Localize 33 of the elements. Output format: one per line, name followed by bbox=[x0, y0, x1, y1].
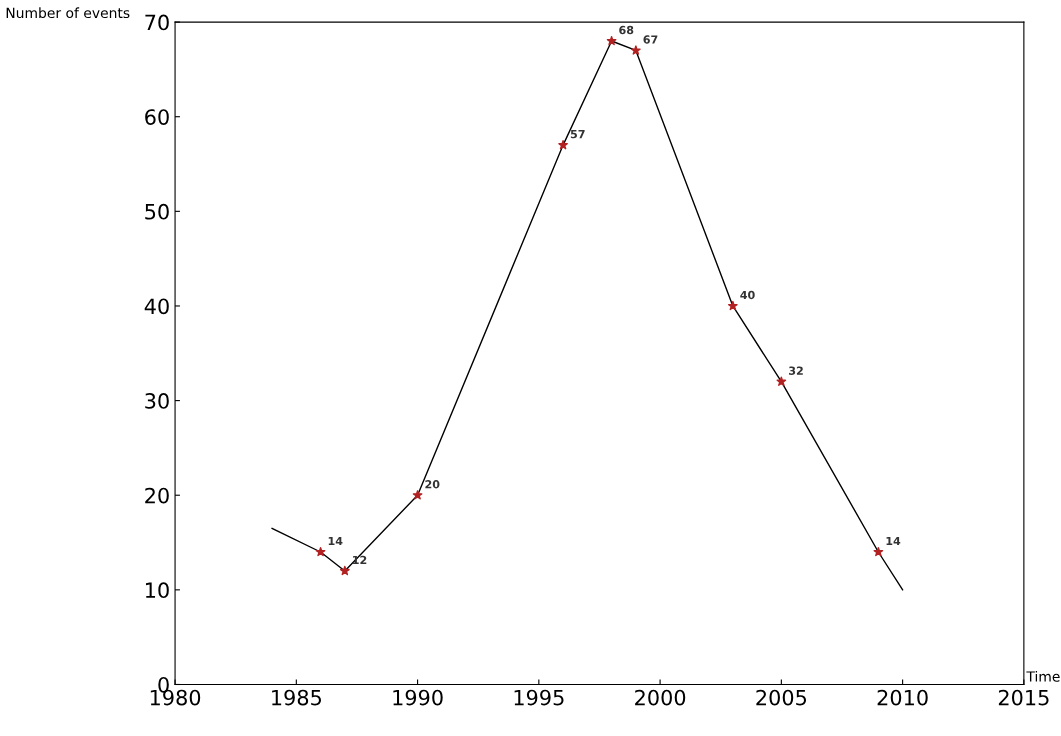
x-tick-label: 1990 bbox=[393, 689, 443, 706]
data-label: 14 bbox=[328, 536, 343, 546]
x-tick-label: 2000 bbox=[635, 689, 686, 706]
y-tick-label: 40 bbox=[144, 298, 169, 315]
x-tick-label: 1985 bbox=[272, 689, 322, 706]
data-label: 32 bbox=[789, 366, 803, 375]
point bbox=[873, 546, 884, 557]
y-tick-label: 50 bbox=[145, 203, 169, 220]
y-tick-label: 70 bbox=[145, 14, 169, 31]
point bbox=[630, 45, 641, 55]
y-tick-label: 20 bbox=[145, 487, 169, 504]
x-axis-title: Time bbox=[1026, 671, 1060, 682]
point bbox=[558, 140, 568, 150]
point bbox=[606, 35, 617, 46]
y-tick-label: 30 bbox=[145, 393, 169, 409]
y-axis-title: Number of events bbox=[6, 7, 130, 19]
point bbox=[339, 565, 350, 576]
point bbox=[727, 300, 738, 311]
point bbox=[315, 546, 326, 557]
x-tick-label: 2005 bbox=[756, 689, 807, 706]
data-label: 67 bbox=[643, 35, 658, 44]
data-label: 40 bbox=[740, 290, 755, 300]
data-label: 57 bbox=[570, 130, 585, 139]
x-tick-label: 2010 bbox=[877, 689, 928, 706]
x-tick-label: 2015 bbox=[998, 689, 1049, 706]
data-label: 14 bbox=[886, 536, 901, 546]
point bbox=[412, 490, 423, 500]
data-label: 68 bbox=[619, 25, 634, 35]
data-label: 20 bbox=[425, 480, 440, 489]
y-tick-label: 60 bbox=[145, 109, 169, 125]
x-tick-label: 1995 bbox=[514, 689, 564, 706]
y-tick-label: 10 bbox=[145, 582, 169, 599]
point bbox=[776, 376, 787, 386]
